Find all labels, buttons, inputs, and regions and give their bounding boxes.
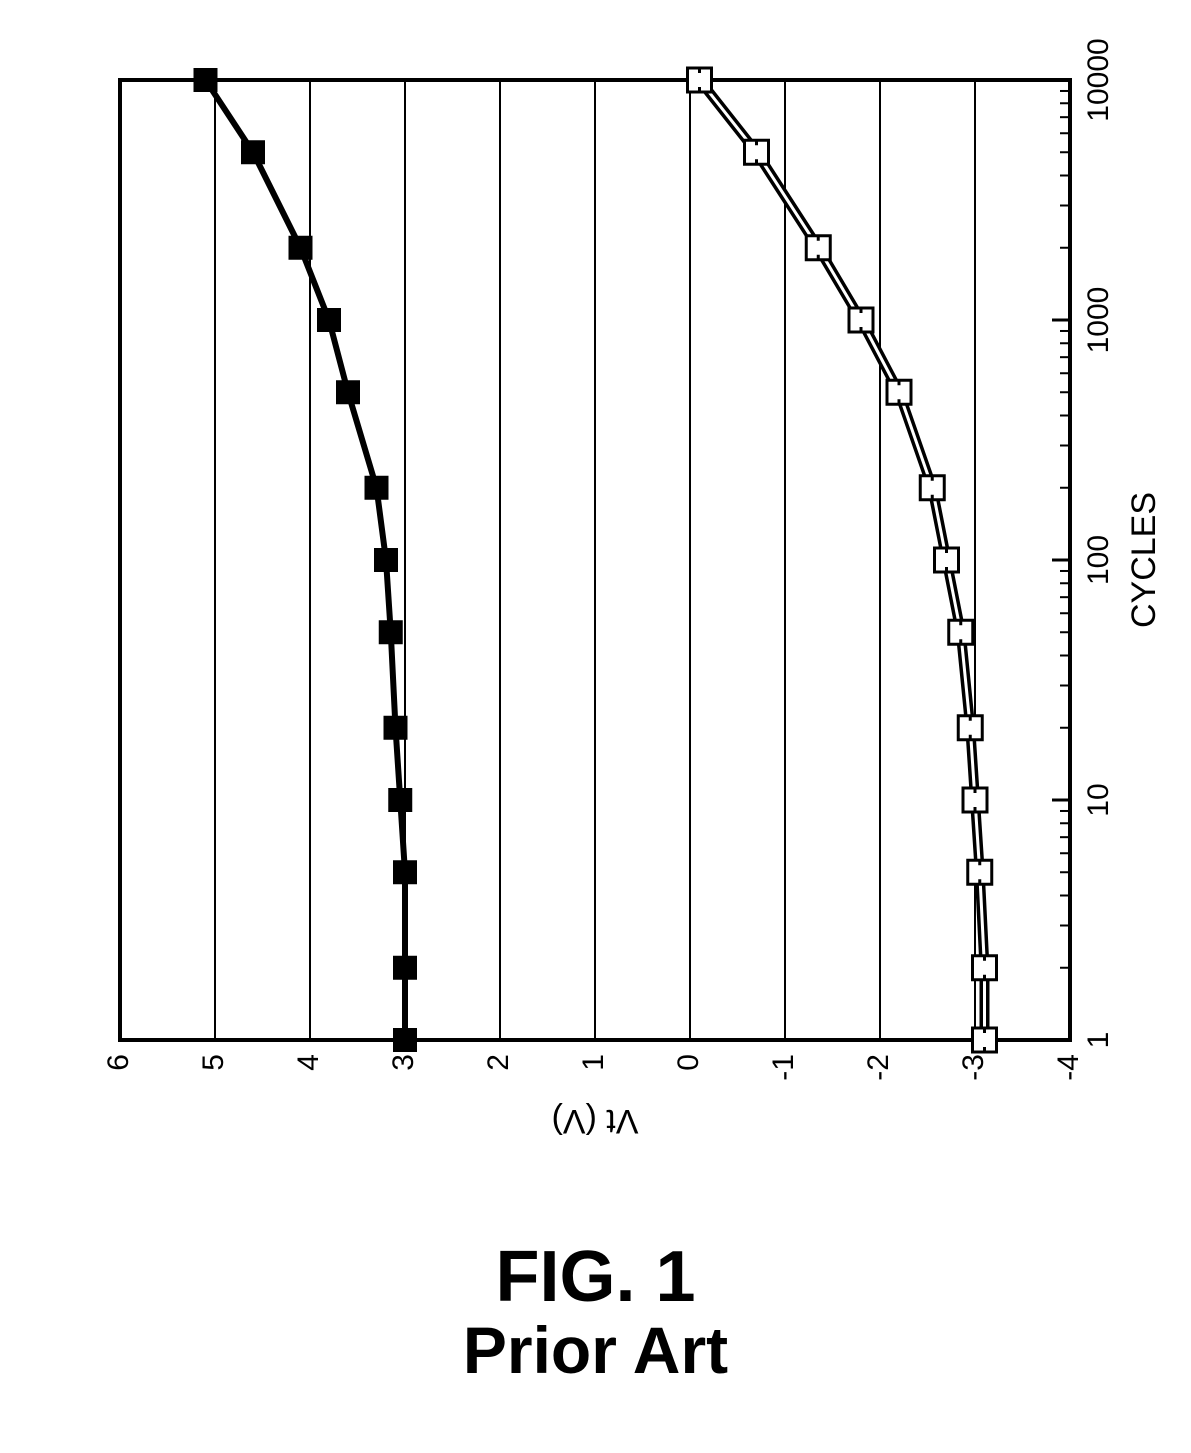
svg-text:Vt (V): Vt (V): [552, 1102, 639, 1140]
svg-text:-2: -2: [862, 1054, 895, 1081]
figure-page: { "chart": { "type": "line", "rotated_cc…: [0, 0, 1191, 1453]
svg-text:5: 5: [197, 1054, 230, 1071]
svg-text:-3: -3: [957, 1054, 990, 1081]
svg-text:2: 2: [482, 1054, 515, 1071]
svg-text:1000: 1000: [1082, 287, 1115, 354]
svg-text:CYCLES: CYCLES: [1125, 492, 1163, 628]
figure-number: FIG. 1: [0, 1240, 1191, 1316]
vt-cycles-chart: -4 -3 -2 -1 0 1 2 3 4 5 6 Vt (V) 1 10 100 1000 10000 CYCL…: [0, 0, 1191, 1220]
svg-text:-4: -4: [1052, 1054, 1085, 1081]
svg-text:100: 100: [1082, 535, 1115, 585]
svg-text:-1: -1: [767, 1054, 800, 1081]
svg-text:1: 1: [577, 1054, 610, 1071]
svg-text:4: 4: [292, 1054, 325, 1071]
svg-text:0: 0: [672, 1054, 705, 1071]
svg-text:10000: 10000: [1082, 38, 1115, 121]
figure-subtitle: Prior Art: [0, 1316, 1191, 1385]
svg-text:3: 3: [387, 1054, 420, 1071]
svg-text:6: 6: [102, 1054, 135, 1071]
svg-text:10: 10: [1082, 783, 1115, 816]
figure-caption: FIG. 1 Prior Art: [0, 1240, 1191, 1385]
svg-text:1: 1: [1082, 1032, 1115, 1049]
